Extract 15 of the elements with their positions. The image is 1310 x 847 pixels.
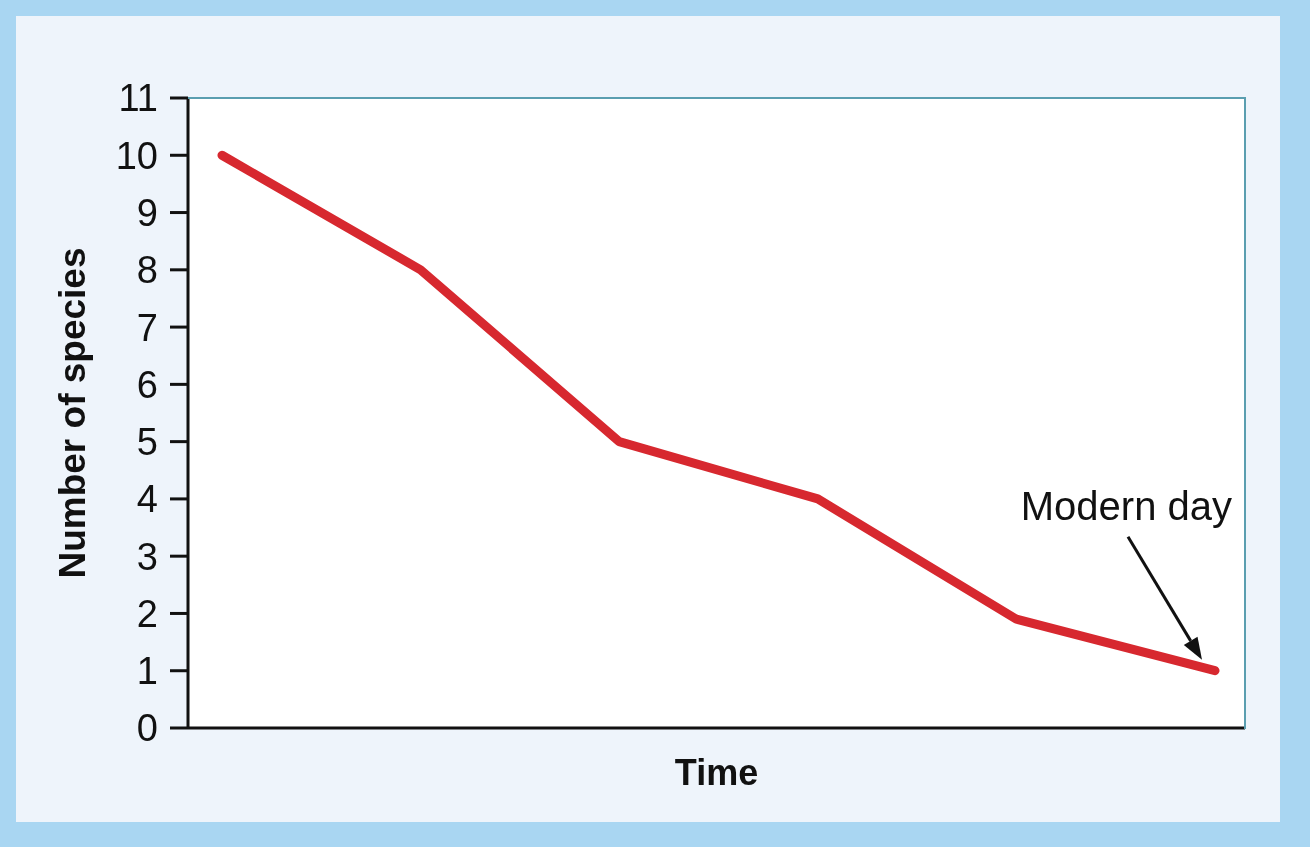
y-tick-label: 3 <box>136 535 158 578</box>
y-tick-label: 0 <box>136 707 158 750</box>
y-tick-label: 6 <box>136 363 158 406</box>
y-axis-title: Number of species <box>51 247 93 579</box>
y-tick-label: 1 <box>136 650 158 693</box>
y-tick-label: 5 <box>136 421 158 464</box>
y-tick-label: 7 <box>136 306 158 349</box>
y-tick-label: 8 <box>136 249 158 292</box>
y-tick-label: 9 <box>136 192 158 235</box>
y-tick-label: 11 <box>118 77 158 120</box>
y-tick-label: 4 <box>136 478 158 521</box>
y-tick-label: 2 <box>136 592 158 635</box>
annotation: Modern day <box>1020 483 1232 528</box>
x-axis-title: Time <box>674 752 759 793</box>
y-tick-label: 10 <box>115 134 158 177</box>
